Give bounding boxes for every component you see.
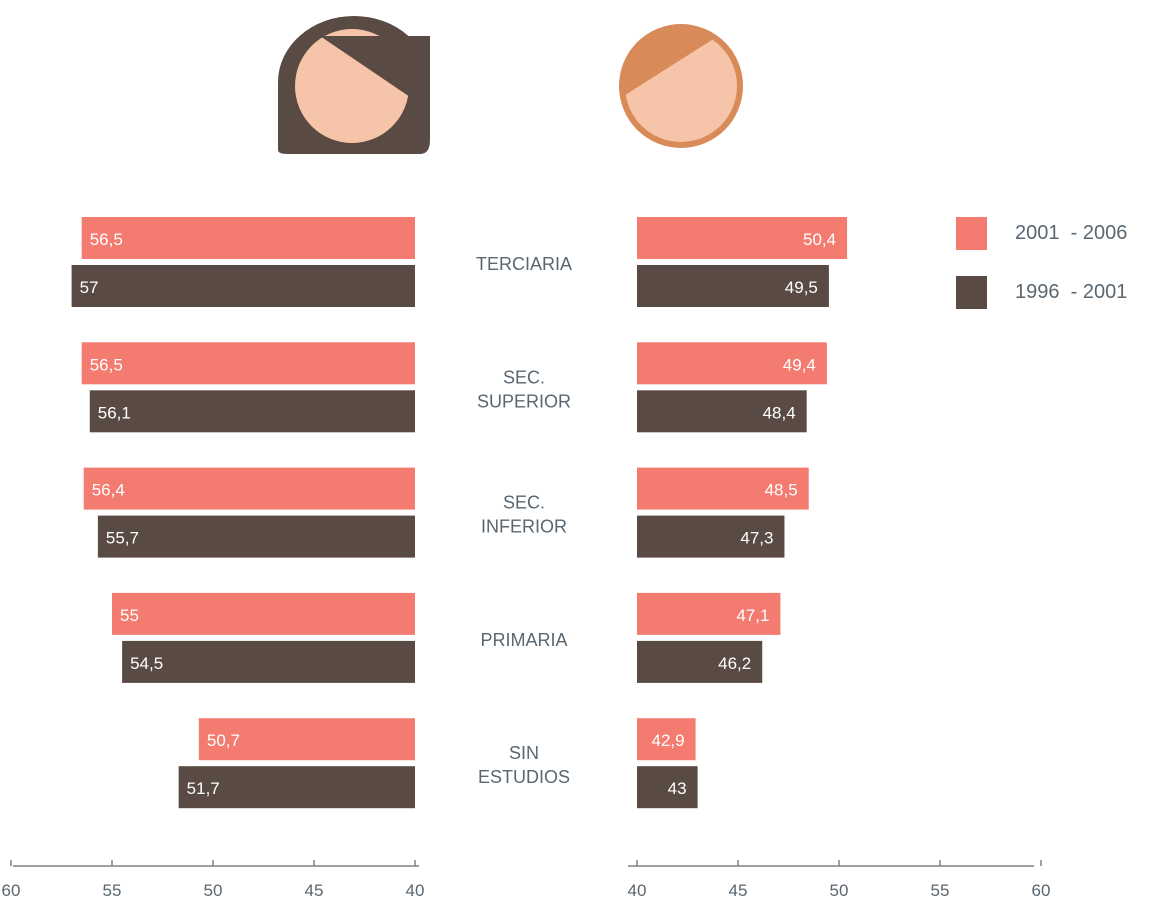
x-tick-label-women-1: 55 [103,881,122,900]
x-tick-label-men-1: 45 [729,881,748,900]
data-label-women-series-1-cat-1: 56,1 [98,403,131,422]
data-label-men-series-1-cat-4: 43 [668,779,687,798]
bar-men-series-1-cat-3 [637,640,763,683]
x-tick-label-men-4: 60 [1032,881,1051,900]
bar-men-series-1-cat-2 [637,515,785,558]
data-label-men-series-0-cat-2: 48,5 [765,481,798,500]
bar-women-series-0-cat-4 [198,718,415,761]
data-label-men-series-0-cat-3: 47,1 [736,606,769,625]
category-label-1-line-1: SUPERIOR [477,391,571,411]
category-label-2-line-0: SEC. [503,493,545,513]
data-label-women-series-0-cat-0: 56,5 [90,230,123,249]
x-tick-label-women-0: 60 [2,881,21,900]
data-label-women-series-1-cat-0: 57 [80,278,99,297]
bar-men-series-1-cat-0 [637,265,829,307]
data-label-women-series-0-cat-3: 55 [120,606,139,625]
data-label-men-series-1-cat-0: 49,5 [785,278,818,297]
bar-men-series-0-cat-2 [637,467,809,510]
bar-men-series-0-cat-0 [637,217,848,259]
bar-men-series-0-cat-1 [637,342,827,385]
x-tick-label-women-2: 50 [204,881,223,900]
legend-item-series-a: 2001 - 2006 [956,217,1127,250]
x-tick-label-women-3: 45 [305,881,324,900]
bar-men-series-1-cat-4 [637,766,698,809]
category-label-3-line-0: PRIMARIA [480,630,567,650]
category-label-0-line-0: TERCIARIA [476,254,572,274]
data-label-men-series-1-cat-3: 46,2 [718,654,751,673]
data-label-women-series-0-cat-4: 50,7 [207,731,240,750]
data-label-men-series-0-cat-4: 42,9 [651,731,684,750]
data-label-women-series-1-cat-3: 54,5 [130,654,163,673]
bar-women-series-1-cat-4 [178,766,415,809]
legend-swatch-series-b [956,276,987,309]
x-tick-label-women-4: 40 [406,881,425,900]
bar-women-series-1-cat-1 [89,390,415,433]
data-label-women-series-0-cat-1: 56,5 [90,355,123,374]
category-label-2-line-1: INFERIOR [481,517,567,537]
legend-label-series-a: 2001 - 2006 [1015,222,1128,244]
x-tick-label-men-2: 50 [830,881,849,900]
data-label-women-series-1-cat-4: 51,7 [187,779,220,798]
man-face-icon [619,24,743,148]
legend-item-series-b: 1996 - 2001 [956,276,1127,309]
bar-men-series-0-cat-3 [637,592,781,635]
data-label-men-series-0-cat-0: 50,4 [803,230,836,249]
x-tick-label-men-0: 40 [628,881,647,900]
bar-women-series-0-cat-0 [81,217,415,259]
woman-face-icon [278,16,430,154]
bar-men-series-0-cat-4 [637,718,696,761]
data-label-men-series-0-cat-1: 49,4 [783,355,816,374]
bar-women-series-0-cat-3 [112,592,415,635]
bar-women-series-0-cat-2 [83,467,415,510]
category-label-1-line-0: SEC. [503,367,545,387]
data-label-men-series-1-cat-2: 47,3 [740,529,773,548]
data-label-men-series-1-cat-1: 48,4 [763,403,796,422]
category-label-4-line-1: ESTUDIOS [478,767,570,787]
data-label-women-series-0-cat-2: 56,4 [92,481,125,500]
bar-women-series-0-cat-1 [81,342,415,385]
x-tick-label-men-3: 55 [931,881,950,900]
legend-label-series-b: 1996 - 2001 [1015,281,1128,303]
data-label-women-series-1-cat-2: 55,7 [106,529,139,548]
category-label-4-line-0: SIN [509,743,539,763]
bar-women-series-1-cat-3 [122,640,415,683]
legend-swatch-series-a [956,217,987,250]
bar-women-series-1-cat-2 [97,515,416,558]
bar-women-series-1-cat-0 [71,265,415,307]
bar-men-series-1-cat-1 [637,390,807,433]
